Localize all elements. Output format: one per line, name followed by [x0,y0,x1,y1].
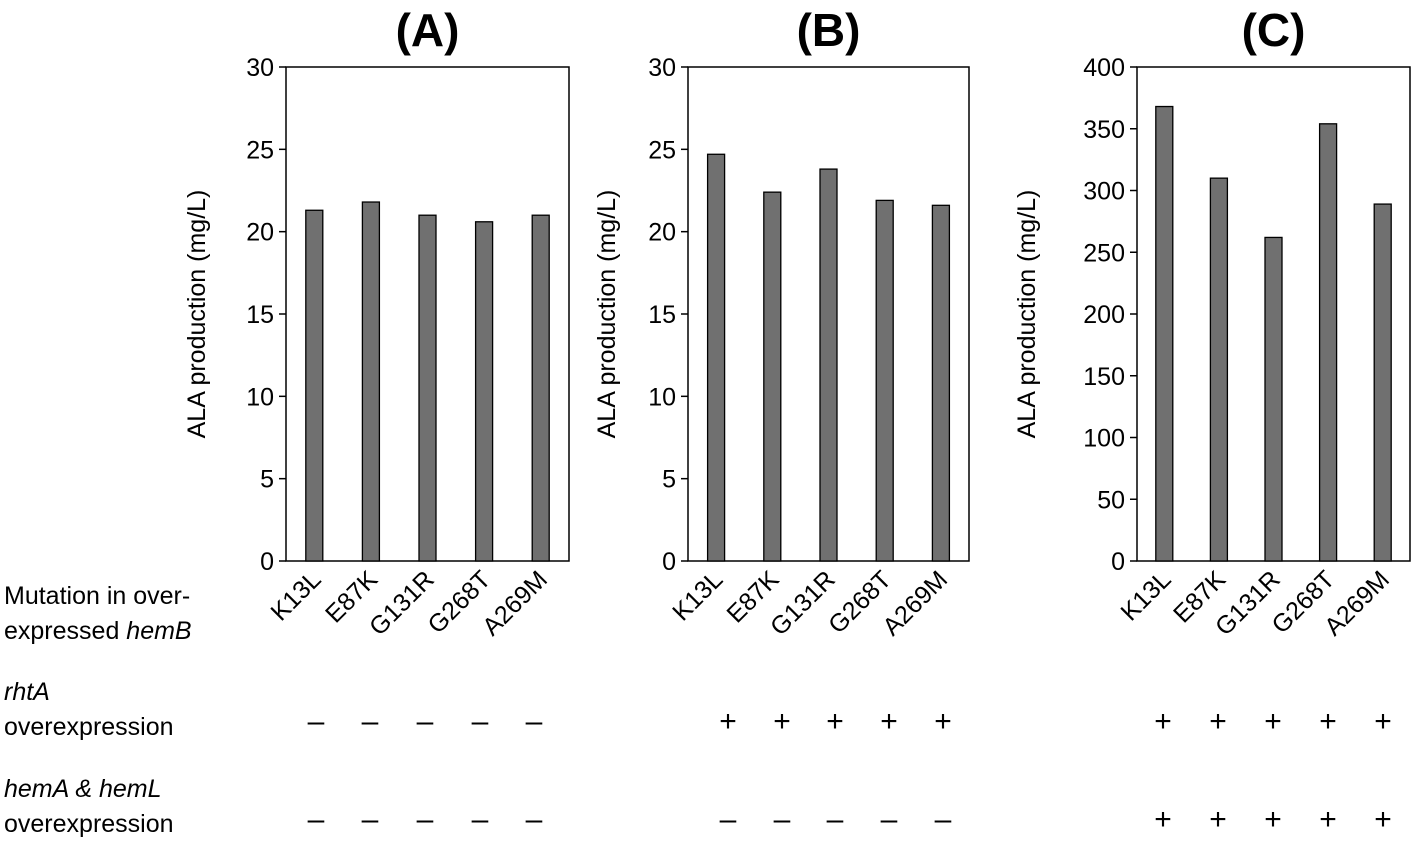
panel-a-ytick-label: 30 [246,54,274,82]
panel-c-hemal-marker: + [1264,803,1282,836]
panel-c-title: (C) [1242,4,1306,56]
panel-a-ytick-label: 25 [246,136,274,164]
panel-b-bar [706,153,726,562]
panel-c-rhta-marker: + [1264,705,1282,738]
panel-c-hemal-marker: + [1374,803,1392,836]
panel-a-title: (A) [396,4,460,56]
panel-c-bar [1264,236,1283,562]
panel-c-bar [1373,203,1392,562]
panel-c-hemal-marker: + [1319,803,1337,836]
mutation-row-label-line2: expressed [4,617,127,645]
panel-b-rhta-marker: + [934,705,952,738]
panel-b-category-label: A269M [877,565,953,641]
hemal-row-label-genes: hemA & hemL [4,775,162,803]
panel-b-hemal-marker: – [881,803,898,836]
panel-a-rhta-marker: – [417,705,434,738]
panel-b-ytick-label: 5 [662,466,676,494]
panel-b-hemal-marker: – [935,803,952,836]
panel-b-title: (B) [797,4,861,56]
rhta-row-label-gene: rhtA [4,678,50,706]
panel-a-bar [474,221,494,562]
panel-a-ytick-label: 15 [246,301,274,329]
panel-a-ylabel: ALA production (mg/L) [183,190,211,439]
hemal-row-label: hemA & hemL overexpression [4,772,174,842]
panel-c-ylabel: ALA production (mg/L) [1013,190,1041,439]
panel-b-hemal-marker: – [720,803,737,836]
panel-a-hemal-marker: – [308,803,325,836]
panel-b-ytick-label: 0 [662,548,676,576]
panel-a-bar [418,214,437,562]
panel-b-bar [875,199,894,562]
panel-b-rhta-marker: + [826,705,844,738]
panel-c-bar [1209,177,1229,562]
panel-c-hemal-marker: + [1154,803,1172,836]
panel-a-hemal-marker: – [472,803,489,836]
panel-b-rhta-marker: + [773,705,791,738]
panel-a-bar [531,214,550,562]
panel-a-ytick-label: 20 [246,219,274,247]
mutation-row-label-gene: hemB [126,617,192,645]
mutation-row-label: Mutation in over- expressed hemB [4,579,192,649]
panel-c-bar [1318,123,1338,562]
mutation-row-label-line1: Mutation in over- [4,582,191,610]
rhta-row-label-line2: overexpression [4,713,174,741]
panel-b-ytick-label: 15 [648,301,676,329]
panel-b-hemal-marker: – [774,803,791,836]
panel-c-ytick-label: 250 [1083,239,1125,267]
panel-c-ytick-label: 200 [1083,301,1125,329]
panel-a-rhta-marker: – [526,705,543,738]
hemal-row-label-line2: overexpression [4,810,174,838]
panel-c-ytick-label: 100 [1083,425,1125,453]
panel-a-bar [305,209,324,562]
panel-a-bar [361,201,381,562]
panel-b-ytick-label: 10 [648,383,676,411]
panel-c-ytick-label: 50 [1097,486,1125,514]
panel-a-rhta-marker: – [472,705,489,738]
panel-b-bar [819,168,838,562]
panel-a-ytick-label: 10 [246,383,274,411]
panel-b-rhta-marker: + [880,705,898,738]
panel-b-bar [931,204,951,562]
panel-a-hemal-marker: – [362,803,379,836]
panel-c-bar [1155,105,1174,562]
panel-b-ytick-label: 30 [648,54,676,82]
panel-a-category-label: K13L [265,565,326,626]
panel-a-rhta-marker: – [308,705,325,738]
panel-a-category-label: G131R [364,565,440,641]
panel-a-hemal-marker: – [526,803,543,836]
panel-c-rhta-marker: + [1209,705,1227,738]
panel-b-hemal-marker: – [827,803,844,836]
panel-b-bar [763,191,782,562]
panel-c-rhta-marker: + [1374,705,1392,738]
panel-a-hemal-marker: – [417,803,434,836]
panel-a-ytick-label: 5 [260,466,274,494]
panel-c-rhta-marker: + [1154,705,1172,738]
panel-b-rhta-marker: + [719,705,737,738]
panel-c-ytick-label: 400 [1083,54,1125,82]
panel-a-category-label: A269M [477,565,553,641]
panel-c-hemal-marker: + [1209,803,1227,836]
panel-c-ytick-label: 0 [1111,548,1125,576]
panel-b-ytick-label: 20 [648,219,676,247]
panel-b-category-label: G131R [765,565,841,641]
panel-c-ytick-label: 300 [1083,178,1125,206]
panel-b-ylabel: ALA production (mg/L) [593,190,621,439]
panel-a-rhta-marker: – [362,705,379,738]
panel-c-ytick-label: 150 [1083,363,1125,391]
panel-b-category-label: K13L [667,565,728,626]
rhta-row-label: rhtA overexpression [4,675,174,745]
panel-c-ytick-label: 350 [1083,116,1125,144]
panel-c-rhta-marker: + [1319,705,1337,738]
panel-a-ytick-label: 0 [260,548,274,576]
panel-b-ytick-label: 25 [648,136,676,164]
